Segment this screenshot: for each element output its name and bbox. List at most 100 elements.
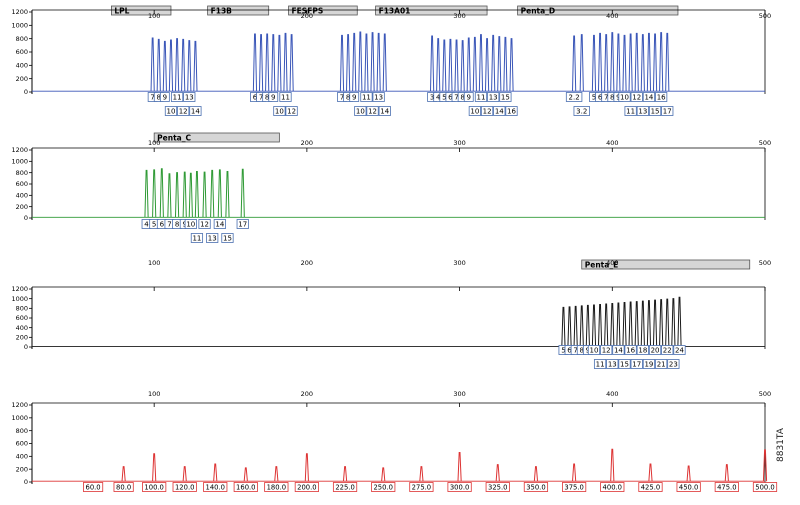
allele-box bbox=[349, 92, 360, 102]
allele-label: 16 bbox=[626, 347, 635, 355]
peak-black bbox=[652, 299, 658, 347]
allele-box bbox=[170, 92, 184, 102]
allele-label: 13 bbox=[208, 235, 217, 243]
x-tick-label: 400 bbox=[606, 259, 618, 267]
panel-red: 100 200 300 400 500 0 200 400 600 800 1000 1200 60.0… bbox=[11, 390, 778, 492]
allele-box bbox=[177, 106, 190, 116]
allele-label: 11 bbox=[362, 94, 371, 102]
allele-label: 23 bbox=[669, 361, 678, 369]
allele-box bbox=[655, 92, 668, 102]
allele-box bbox=[630, 359, 643, 369]
y-tick-label: 0 bbox=[24, 343, 28, 351]
peak-green bbox=[167, 173, 172, 218]
allele-box bbox=[673, 345, 686, 355]
allele-box bbox=[159, 92, 170, 102]
allele-box bbox=[294, 482, 319, 492]
y-tick-label: 0 bbox=[24, 88, 28, 96]
x-tick-label: 200 bbox=[301, 12, 313, 20]
peak-black bbox=[585, 304, 590, 347]
allele-box bbox=[565, 92, 583, 102]
peak-blue bbox=[622, 34, 627, 92]
peak-red bbox=[686, 465, 691, 482]
allele-label: 6 bbox=[598, 94, 603, 102]
allele-label: 8 bbox=[175, 221, 179, 229]
peak-blue bbox=[193, 40, 198, 92]
y-tick-label: 200 bbox=[16, 465, 28, 473]
allele-box bbox=[332, 482, 358, 492]
allele-label: 400.0 bbox=[603, 484, 622, 492]
y-tick-label: 200 bbox=[16, 334, 28, 342]
y-tick-label: 1200 bbox=[11, 285, 28, 293]
peak-blue bbox=[187, 40, 192, 92]
allele-box bbox=[213, 219, 226, 229]
allele-box bbox=[83, 482, 104, 492]
allele-box bbox=[600, 345, 613, 355]
allele-label: 180.0 bbox=[267, 484, 286, 492]
y-tick-label: 0 bbox=[24, 478, 28, 486]
peak-green bbox=[159, 168, 164, 218]
allele-box bbox=[360, 92, 373, 102]
allele-box bbox=[203, 482, 228, 492]
allele-box bbox=[279, 92, 292, 102]
allele-label: 7 bbox=[604, 94, 608, 102]
allele-label: 500.0 bbox=[755, 484, 774, 492]
peak-blue bbox=[283, 32, 288, 92]
allele-label: 425.0 bbox=[641, 484, 660, 492]
allele-label: 8 bbox=[580, 347, 584, 355]
allele-box bbox=[661, 345, 674, 355]
peak-green bbox=[217, 169, 222, 218]
peak-red bbox=[457, 451, 462, 482]
peak-blue bbox=[652, 33, 658, 92]
y-tick-label: 1200 bbox=[11, 401, 28, 409]
allele-box bbox=[676, 482, 701, 492]
allele-label: 7 bbox=[340, 94, 344, 102]
peak-blue bbox=[616, 33, 621, 92]
peak-red bbox=[533, 466, 539, 482]
allele-box bbox=[648, 345, 662, 355]
allele-label: 120.0 bbox=[175, 484, 194, 492]
peak-black bbox=[591, 304, 597, 347]
x-tick-label: 100 bbox=[148, 390, 160, 398]
peak-blue bbox=[659, 32, 664, 92]
y-tick-label: 800 bbox=[16, 305, 28, 313]
allele-label: 8 bbox=[346, 94, 350, 102]
peak-blue bbox=[466, 37, 471, 92]
peak-black bbox=[567, 306, 572, 347]
allele-box bbox=[447, 482, 472, 492]
allele-label: 11 bbox=[596, 361, 605, 369]
allele-label: 12 bbox=[602, 347, 611, 355]
allele-box bbox=[624, 106, 637, 116]
allele-label: 7 bbox=[454, 94, 458, 102]
peak-red bbox=[304, 453, 309, 482]
allele-label: 11 bbox=[281, 94, 290, 102]
locus-label: Penta_C bbox=[157, 134, 191, 143]
allele-box bbox=[221, 233, 234, 243]
allele-label: 16 bbox=[507, 108, 516, 116]
y-tick-label: 800 bbox=[16, 169, 28, 177]
peak-red bbox=[495, 464, 500, 482]
y-tick-label: 800 bbox=[16, 35, 28, 43]
peak-blue bbox=[591, 34, 597, 92]
peak-red bbox=[762, 449, 768, 482]
peak-blue bbox=[454, 39, 459, 92]
allele-label: 450.0 bbox=[679, 484, 698, 492]
peak-green bbox=[225, 171, 230, 218]
peak-blue bbox=[364, 33, 369, 92]
allele-label: 9 bbox=[182, 221, 186, 229]
peak-black bbox=[604, 303, 609, 347]
peak-red bbox=[243, 467, 248, 482]
allele-label: 100.0 bbox=[144, 484, 163, 492]
allele-box bbox=[463, 92, 474, 102]
allele-label: 12 bbox=[287, 108, 296, 116]
x-tick-label: 300 bbox=[453, 12, 465, 20]
x-tick-label: 300 bbox=[453, 139, 465, 147]
peak-red bbox=[152, 453, 157, 482]
peak-blue bbox=[628, 33, 633, 92]
peak-green bbox=[194, 171, 200, 218]
allele-box bbox=[354, 106, 367, 116]
peak-red bbox=[724, 464, 729, 482]
y-tick-label: 1000 bbox=[11, 22, 28, 30]
allele-box bbox=[164, 106, 178, 116]
allele-label: 20 bbox=[651, 347, 660, 355]
